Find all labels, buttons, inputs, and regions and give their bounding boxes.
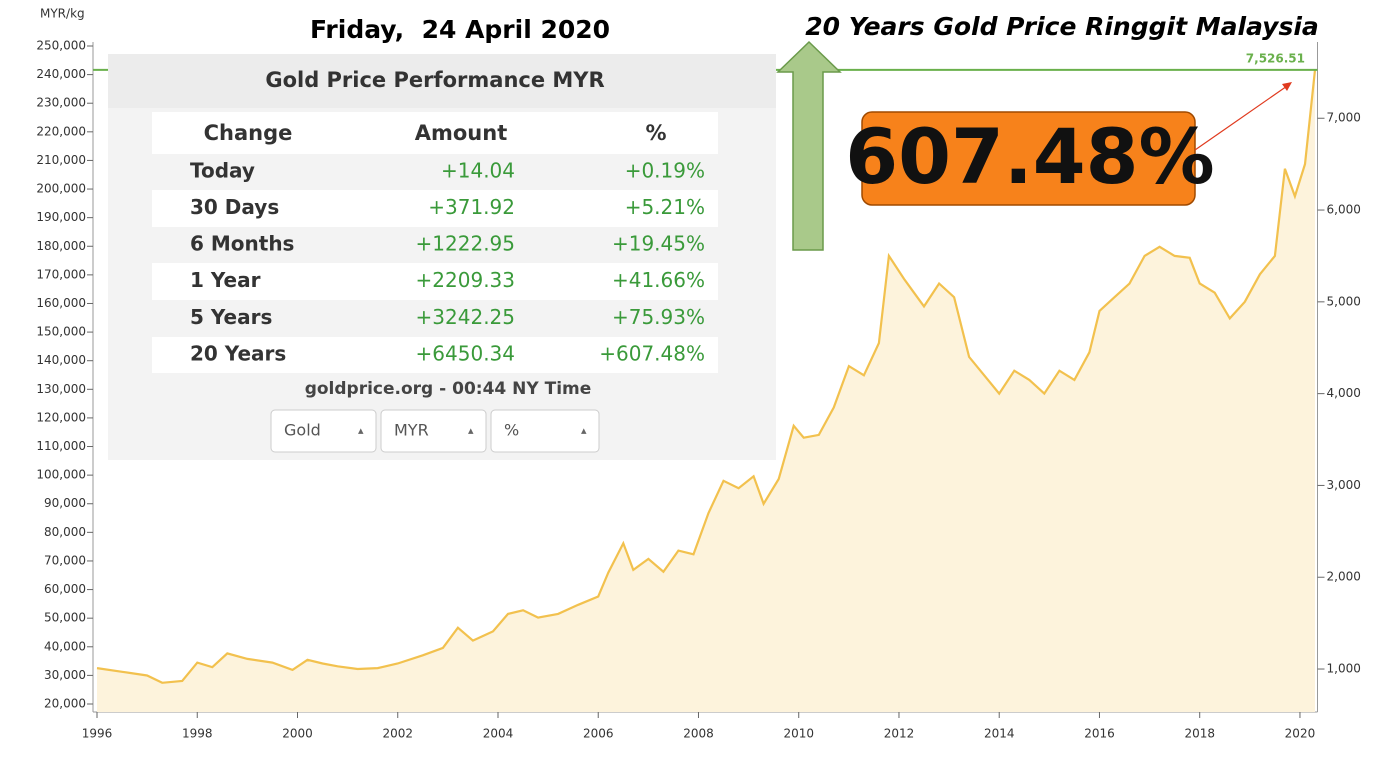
main-title: 20 Years Gold Price Ringgit Malaysia xyxy=(805,12,1319,41)
x-tick-label: 2012 xyxy=(884,727,915,741)
callout-text: 607.48% xyxy=(845,112,1214,201)
callout-box xyxy=(861,111,1196,206)
y-tick-label: 170,000 xyxy=(36,267,86,281)
y-tick-label: 70,000 xyxy=(44,553,86,567)
y2-tick-label: 2,000 xyxy=(1327,570,1361,584)
x-tick-label: 2008 xyxy=(683,727,714,741)
x-tick-label: 2010 xyxy=(783,727,814,741)
y-tick-label: 160,000 xyxy=(36,296,86,310)
y-tick-label: 230,000 xyxy=(36,96,86,110)
select-caret: ▴ xyxy=(358,424,364,437)
y-tick-label: 190,000 xyxy=(36,210,86,224)
select-caret: ▴ xyxy=(468,424,474,437)
column-header: Change xyxy=(204,121,293,145)
select-box[interactable] xyxy=(490,409,600,453)
area-fill xyxy=(97,69,1315,712)
change-value: +6450.34 xyxy=(416,342,515,366)
change-value: +1222.95 xyxy=(416,232,515,256)
change-value: +3242.25 xyxy=(416,305,515,329)
y2-tick-label: 5,000 xyxy=(1327,294,1361,308)
y-tick-label: 150,000 xyxy=(36,325,86,339)
y-tick-label: 30,000 xyxy=(44,668,86,682)
row-label: 1 Year xyxy=(190,268,261,292)
select-box[interactable] xyxy=(380,409,487,453)
x-tick-label: 2018 xyxy=(1184,727,1215,741)
x-tick-label: 2020 xyxy=(1285,727,1316,741)
x-tick-label: 1996 xyxy=(82,727,113,741)
y-tick-label: 210,000 xyxy=(36,153,86,167)
change-value: +75.93% xyxy=(612,305,705,329)
row-label: 6 Months xyxy=(190,232,294,256)
y-tick-label: 100,000 xyxy=(36,468,86,482)
y-tick-label: 90,000 xyxy=(44,496,86,510)
column-header: % xyxy=(645,121,666,145)
y-tick-label: 80,000 xyxy=(44,525,86,539)
y-tick-label: 200,000 xyxy=(36,182,86,196)
y2-tick-label: 6,000 xyxy=(1327,203,1361,217)
y-tick-label: 20,000 xyxy=(44,697,86,711)
x-tick-label: 2004 xyxy=(483,727,514,741)
callout-pointer xyxy=(1194,83,1291,151)
select-box[interactable] xyxy=(270,409,377,453)
select-label: % xyxy=(504,421,519,440)
y2-tick-label: 1,000 xyxy=(1327,662,1361,676)
y-tick-label: 110,000 xyxy=(36,439,86,453)
table-row-bg xyxy=(152,112,718,154)
change-value: +0.19% xyxy=(625,159,705,183)
y-tick-label: 130,000 xyxy=(36,382,86,396)
y-tick-label: 40,000 xyxy=(44,639,86,653)
change-value: +14.04 xyxy=(441,159,515,183)
row-label: Today xyxy=(190,159,255,183)
callout-arrowhead xyxy=(1282,82,1292,91)
reference-label: 7,526.51 xyxy=(1246,51,1305,65)
up-arrow xyxy=(776,40,842,251)
table-row-bg xyxy=(152,337,718,373)
row-label: 20 Years xyxy=(190,342,286,366)
change-value: +5.21% xyxy=(625,195,705,219)
y-tick-label: 140,000 xyxy=(36,353,86,367)
row-label: 30 Days xyxy=(190,195,279,219)
y2-tick-label: 4,000 xyxy=(1327,386,1361,400)
table-row-bg xyxy=(152,190,718,227)
y-axis-label: MYR/kg xyxy=(40,7,85,21)
y-tick-label: 50,000 xyxy=(44,611,86,625)
select-label: MYR xyxy=(394,421,429,440)
y-tick-label: 250,000 xyxy=(36,39,86,53)
select-caret: ▴ xyxy=(581,424,587,437)
x-tick-label: 2016 xyxy=(1084,727,1115,741)
y-tick-label: 220,000 xyxy=(36,124,86,138)
change-value: +19.45% xyxy=(612,232,705,256)
y-tick-label: 180,000 xyxy=(36,239,86,253)
date-title: Friday, 24 April 2020 xyxy=(310,15,610,44)
source-note: goldprice.org - 00:44 NY Time xyxy=(305,379,592,399)
row-label: 5 Years xyxy=(190,305,272,329)
y-tick-label: 120,000 xyxy=(36,410,86,424)
change-value: +371.92 xyxy=(428,195,515,219)
x-tick-label: 1998 xyxy=(182,727,213,741)
table-row-bg xyxy=(152,263,718,300)
y2-tick-label: 7,000 xyxy=(1327,111,1361,125)
price-line xyxy=(96,69,1317,684)
y2-tick-label: 3,000 xyxy=(1327,478,1361,492)
x-tick-label: 2000 xyxy=(282,727,313,741)
column-header: Amount xyxy=(415,121,508,145)
change-value: +2209.33 xyxy=(416,268,515,292)
x-tick-label: 2014 xyxy=(984,727,1015,741)
change-value: +41.66% xyxy=(612,268,705,292)
x-tick-label: 2002 xyxy=(382,727,413,741)
y-tick-label: 240,000 xyxy=(36,67,86,81)
y-tick-label: 60,000 xyxy=(44,582,86,596)
panel-title: Gold Price Performance MYR xyxy=(265,68,604,92)
panel-header xyxy=(108,54,776,108)
x-tick-label: 2006 xyxy=(583,727,614,741)
select-label: Gold xyxy=(284,421,321,440)
change-value: +607.48% xyxy=(599,342,705,366)
